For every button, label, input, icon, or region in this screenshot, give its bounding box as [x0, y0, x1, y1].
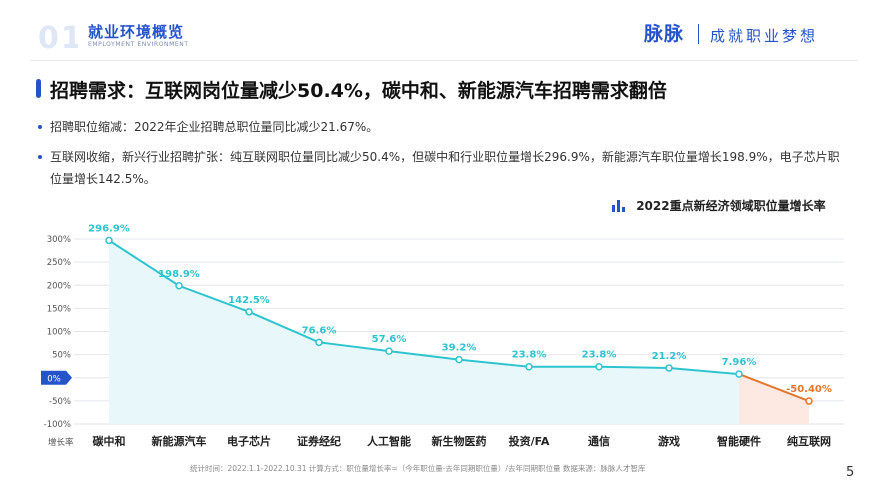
x-axis-label: 增长率	[48, 437, 74, 448]
bullet-point: 招聘职位缩减：2022年企业招聘总职位量同比减少21.67%。	[38, 116, 838, 138]
y-tick-label: 200%	[47, 281, 71, 291]
data-point	[315, 338, 323, 347]
y-tick-label: 300%	[47, 235, 71, 245]
bullet-dot	[38, 155, 42, 159]
data-label: 142.5%	[228, 295, 270, 306]
page-title: 招聘需求：互联网岗位量减少50.4%，碳中和、新能源汽车招聘需求翻倍	[50, 80, 667, 102]
y-tick-label: -50%	[49, 397, 71, 407]
data-label: 23.8%	[512, 350, 547, 361]
x-tick-label: 游戏	[658, 434, 680, 448]
data-point	[175, 282, 183, 290]
data-label: 198.9%	[158, 269, 200, 280]
page-number: 5	[846, 465, 855, 480]
header-divider	[698, 24, 699, 44]
area-fill-positive	[109, 240, 739, 424]
bullet-text: 招聘职位缩减：2022年企业招聘总职位量同比减少21.67%。	[50, 120, 379, 134]
bar-chart-icon	[612, 200, 625, 212]
footnote: 统计时间：2022.1.1-2022.10.31 计算方式：职位量增长率=（今年…	[190, 464, 646, 473]
data-label: 57.6%	[372, 334, 407, 345]
data-point	[805, 397, 813, 405]
data-point	[455, 355, 463, 364]
bullet-point: 互联网收缩，新兴行业招聘扩张：纯互联网职位量同比减少50.4%，但碳中和行业职位…	[38, 146, 850, 190]
y-tick-label: 250%	[47, 258, 71, 268]
y-tick-label: 150%	[47, 304, 71, 314]
bullet-text: 互联网收缩，新兴行业招聘扩张：纯互联网职位量同比减少50.4%，但碳中和行业职位…	[50, 150, 840, 186]
data-point	[105, 236, 113, 245]
brand-slogan: 成就职业梦想	[710, 27, 819, 45]
y-tick-label: -100%	[44, 420, 71, 430]
x-tick-label: 智能硬件	[717, 434, 761, 448]
chart-title: 2022重点新经济领域职位量增长率	[636, 199, 826, 213]
data-point	[245, 308, 253, 316]
x-tick-label: 通信	[588, 434, 610, 448]
data-point	[385, 347, 393, 355]
series-line	[108, 239, 740, 376]
x-tick-label: 投资/FA	[509, 434, 550, 448]
section-number: 01	[38, 22, 78, 50]
bullet-dot	[38, 125, 42, 129]
zero-badge	[41, 370, 72, 385]
data-point	[525, 362, 533, 371]
x-tick-label: 新能源汽车	[152, 434, 207, 448]
series-line-negative	[738, 373, 810, 402]
data-label: 296.9%	[88, 223, 130, 234]
data-point	[735, 370, 743, 378]
data-label: 39.2%	[442, 343, 477, 354]
y-tick-label: 50%	[52, 351, 71, 361]
x-tick-label: 纯互联网	[787, 434, 831, 448]
data-label: 21.2%	[652, 351, 687, 362]
data-label: 76.6%	[302, 325, 337, 336]
section-subtitle: EMPLOYMENT ENVIRONMENT	[88, 41, 189, 48]
data-label: -50.40%	[786, 384, 832, 395]
x-tick-label: 碳中和	[93, 434, 126, 448]
section-title: 就业环境概览	[88, 23, 185, 41]
header-rule	[30, 60, 858, 61]
data-point	[665, 364, 673, 372]
x-tick-label: 新生物医药	[432, 434, 487, 448]
section-number-graphic: 01	[38, 22, 78, 50]
brand-logo: 脉脉	[644, 23, 685, 45]
y-tick-label: 100%	[47, 328, 71, 338]
chart-legend: 2022重点新经济领域职位量增长率	[612, 197, 826, 214]
area-fill-negative	[739, 374, 809, 424]
x-tick-label: 证券经纪	[297, 434, 341, 448]
data-point	[595, 362, 603, 371]
title-accent-bar	[36, 79, 41, 98]
x-tick-label: 人工智能	[367, 434, 411, 448]
data-label: 7.96%	[722, 357, 757, 368]
x-tick-label: 电子芯片	[227, 434, 271, 448]
data-label: 23.8%	[582, 350, 617, 361]
y-tick-label: 0%	[47, 374, 61, 384]
